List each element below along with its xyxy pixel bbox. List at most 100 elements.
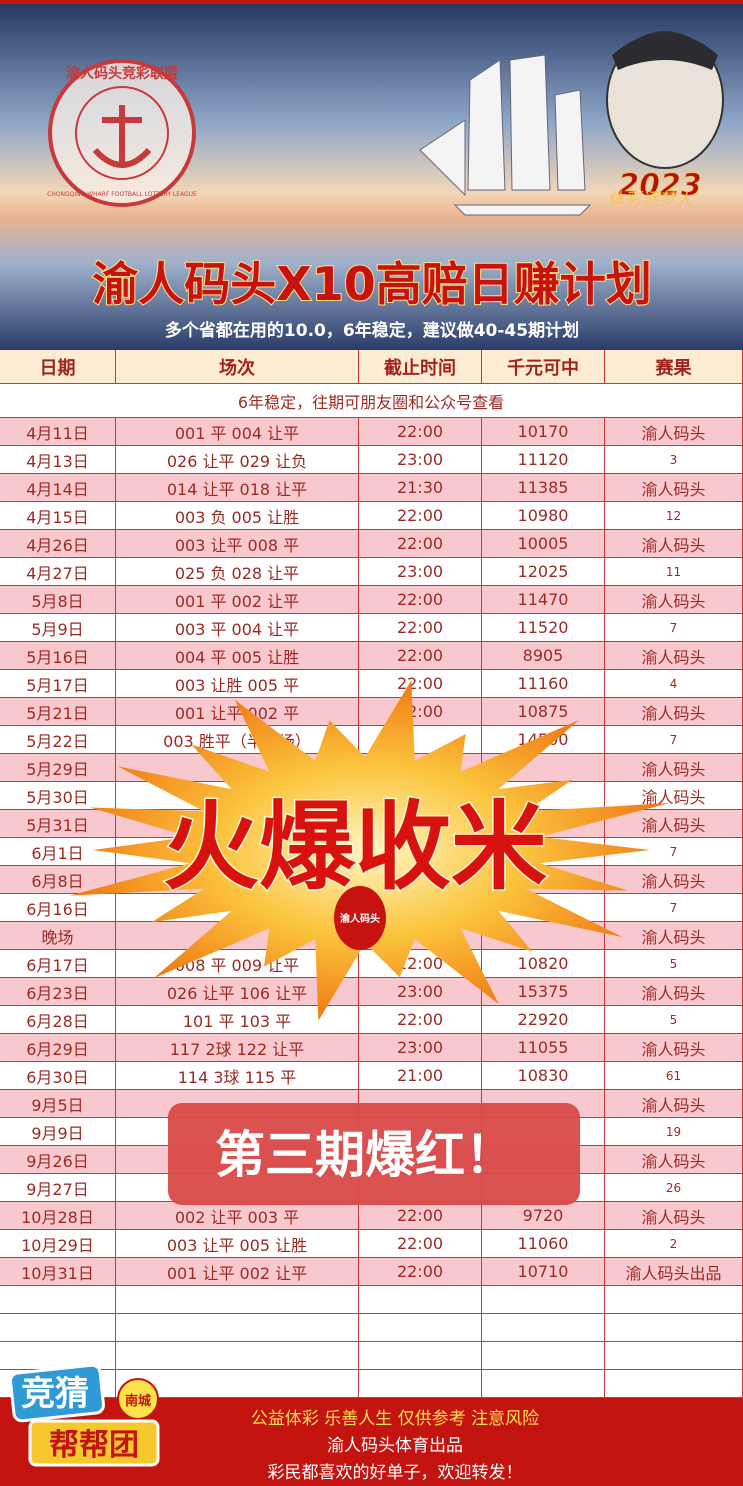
table-cell: 22920: [482, 1006, 605, 1034]
table-cell: 001 让平 002 平: [116, 698, 359, 726]
ship: [419, 54, 592, 216]
slogan: 体彩逐梦人: [608, 190, 693, 210]
table-cell: 003 负 005 让胜: [116, 502, 359, 530]
table-cell: 114 3球 115 平: [116, 1062, 359, 1090]
table-cell: 22:00: [359, 502, 482, 530]
empty-cell: [605, 1370, 743, 1398]
table-cell: 003 让平 008 平: [116, 530, 359, 558]
table-cell: 6月23日: [0, 978, 116, 1006]
table-cell: 002 让平 003 平: [116, 1202, 359, 1230]
table-cell: 11060: [482, 1230, 605, 1258]
table-cell: [116, 1118, 359, 1146]
table-cell: 22:00: [359, 586, 482, 614]
logo-tag: 南城: [125, 1393, 151, 1409]
table-cell: 10005: [482, 530, 605, 558]
table-cell: 10820: [482, 950, 605, 978]
table-cell: 7: [605, 894, 743, 922]
table-cell: 10月31日: [0, 1258, 116, 1286]
table-cell: 22:00: [359, 1006, 482, 1034]
table-cell: 001 让平 002 让平: [116, 1258, 359, 1286]
table-cell: 11: [605, 558, 743, 586]
empty-cell: [359, 1286, 482, 1314]
table-cell: 026 让平 029 让负: [116, 446, 359, 474]
table-cell: 21:00: [359, 1062, 482, 1090]
footer-line: 公益体彩 乐善人生 仅供参考 注意风险: [250, 1409, 540, 1429]
empty-cell: [116, 1342, 359, 1370]
table-cell: 渝人码头: [605, 418, 743, 446]
table-cell: 渝人码头: [605, 1090, 743, 1118]
table-cell: 026 让平 106 让平: [116, 978, 359, 1006]
table-cell: 003 胜平（半全场）: [116, 726, 359, 754]
empty-cell: [605, 1314, 743, 1342]
table-cell: 003 让胜 005 平: [116, 670, 359, 698]
table-cell: 3: [605, 446, 743, 474]
logo-bottom: 帮帮团: [49, 1428, 139, 1463]
table-cell: 003 让平 005 让胜: [116, 1230, 359, 1258]
table-cell: [359, 1146, 482, 1174]
table-cell: 8905: [482, 642, 605, 670]
table-cell: [482, 838, 605, 866]
table-cell: 26: [605, 1174, 743, 1202]
footer: 竞猜 南城 帮帮团 公益体彩 乐善人生 仅供参考 注意风险 渝人码头体育出品 彩…: [0, 1363, 743, 1486]
table-cell: 渝人码头: [605, 474, 743, 502]
table-cell: 10170: [482, 418, 605, 446]
table-cell: [482, 810, 605, 838]
table-cell: 6月29日: [0, 1034, 116, 1062]
table-cell: 渝人码头: [605, 1034, 743, 1062]
table-cell: [359, 810, 482, 838]
table-cell: 22:00: [359, 698, 482, 726]
table-cell: [116, 922, 359, 950]
table-cell: [116, 810, 359, 838]
table-cell: 101 平 103 平: [116, 1006, 359, 1034]
footer-line: 彩民都喜欢的好单子，欢迎转发！: [267, 1463, 523, 1483]
table-cell: [359, 1118, 482, 1146]
table-cell: 008 平 009 让平: [116, 950, 359, 978]
empty-cell: [116, 1286, 359, 1314]
logo: 渝人码头竞彩联盟 CHONGQING WHARF FOOTBALL LOTTER…: [47, 59, 197, 207]
table-cell: 9720: [482, 1202, 605, 1230]
table-cell: 6月8日: [0, 866, 116, 894]
table-cell: 9月26日: [0, 1146, 116, 1174]
table-cell: 21:30: [359, 474, 482, 502]
column-header: 场次: [116, 350, 359, 384]
table-cell: 5月16日: [0, 642, 116, 670]
table-note: 6年稳定，往期可朋友圈和公众号查看: [0, 384, 743, 418]
table-cell: 003 平 004 让平: [116, 614, 359, 642]
table-cell: 渝人码头: [605, 698, 743, 726]
table-cell: 004 平 005 让胜: [116, 642, 359, 670]
table-cell: [116, 754, 359, 782]
table-cell: 渝人码头出品: [605, 1258, 743, 1286]
table-cell: 12025: [482, 558, 605, 586]
schedule-table: 日期 场次 截止时间 千元可中 赛果 6年稳定，往期可朋友圈和公众号查看 4月11日 001 …: [0, 350, 743, 1398]
table-cell: 15375: [482, 978, 605, 1006]
table-cell: 11160: [482, 670, 605, 698]
table-cell: 5: [605, 1006, 743, 1034]
empty-cell: [359, 1342, 482, 1370]
table-cell: [359, 754, 482, 782]
table-cell: 5月8日: [0, 586, 116, 614]
table-cell: 7: [605, 726, 743, 754]
table-cell: 渝人码头: [605, 978, 743, 1006]
table-cell: 渝人码头: [605, 810, 743, 838]
banner-subtitle: 多个省都在用的10.0，6年稳定，建议做40-45期计划: [165, 320, 579, 341]
footer-logo: 竞猜 南城 帮帮团: [9, 1363, 160, 1467]
logo-text: 渝人码头竞彩联盟: [66, 65, 178, 82]
captain: [606, 31, 724, 169]
table-cell: [482, 1146, 605, 1174]
table-cell: 22:00: [359, 614, 482, 642]
table-cell: 6月28日: [0, 1006, 116, 1034]
empty-cell: [482, 1314, 605, 1342]
table-cell: 渝人码头: [605, 922, 743, 950]
table-cell: 22:00: [359, 1258, 482, 1286]
footer-line: 渝人码头体育出品: [327, 1436, 463, 1456]
table-cell: 11470: [482, 586, 605, 614]
table-cell: [359, 1090, 482, 1118]
empty-cell: [0, 1314, 116, 1342]
table-cell: 晚场: [0, 922, 116, 950]
table-cell: 10月29日: [0, 1230, 116, 1258]
table-cell: [482, 894, 605, 922]
table-cell: 6月16日: [0, 894, 116, 922]
table-cell: [359, 922, 482, 950]
table-cell: 22:00: [359, 950, 482, 978]
table-cell: 渝人码头: [605, 1202, 743, 1230]
